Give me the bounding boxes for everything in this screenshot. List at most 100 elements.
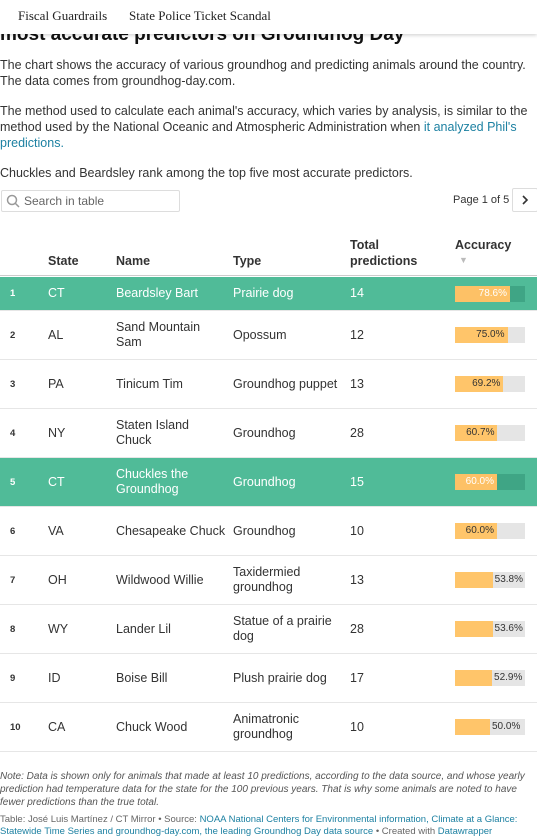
table-row: 8 WY Lander Lil Statue of a prairie dog 28 53…: [0, 605, 537, 654]
cell-name: Beardsley Bart: [116, 286, 198, 300]
cell-name: Chuck Wood: [116, 719, 188, 734]
accuracy-label: 78.6%: [478, 287, 508, 299]
accuracy-label: 60.0%: [465, 525, 494, 536]
cell-name: Tinicum Tim: [116, 376, 183, 391]
cell-rank: 9: [10, 672, 16, 684]
cell-state: WY: [48, 621, 69, 636]
cell-rank: 1: [10, 288, 16, 299]
cell-total: 28: [350, 425, 364, 440]
method-text: The method used to calculate each animal…: [0, 104, 528, 134]
accuracy-label: 69.2%: [472, 378, 501, 389]
bar-track: 50.0%: [455, 719, 525, 735]
accuracy-label: 53.6%: [494, 623, 523, 634]
cell-type: Groundhog puppet: [233, 376, 338, 391]
bar-track: 52.9%: [455, 670, 525, 686]
next-icon: [522, 195, 529, 205]
accuracy-bar: [455, 327, 508, 343]
cell-total: 15: [350, 474, 364, 489]
cell-rank: 7: [10, 574, 16, 586]
cell-state: PA: [48, 376, 64, 391]
accuracy-label: 60.7%: [466, 427, 495, 438]
column-header[interactable]: Accuracy: [455, 238, 512, 252]
cell-total: 10: [350, 719, 364, 734]
bar-track: 53.6%: [455, 621, 525, 637]
sort-icon: ▼: [459, 255, 468, 265]
cell-name: Chuckles the Groundhog: [116, 467, 189, 496]
search-box[interactable]: Search in table: [1, 190, 180, 212]
accuracy-bar: [455, 572, 493, 588]
bar-track: 60.0%: [455, 523, 525, 539]
accuracy-bar: [455, 474, 497, 490]
nav-link[interactable]: Fiscal Guardrails: [18, 8, 108, 23]
cell-total: 10: [350, 523, 364, 538]
cell-name: Staten Island Chuck: [116, 418, 189, 447]
table-row: 1 CT Beardsley Bart Prairie dog 14 78.6%: [0, 277, 537, 311]
cell-type: Animatronic groundhog: [233, 712, 299, 741]
cell-type: Groundhog: [233, 523, 296, 538]
table-row: 9 ID Boise Bill Plush prairie dog 17 52.9%: [0, 654, 537, 703]
method-link[interactable]: it analyzed Phil's predictions.: [0, 120, 517, 150]
accuracy-bar: [455, 376, 504, 392]
next-button[interactable]: [512, 188, 537, 212]
cell-total: 17: [350, 670, 364, 685]
table-row: 3 PA Tinicum Tim Groundhog puppet 13 69.2%: [0, 360, 537, 409]
cell-rank: 2: [10, 329, 16, 341]
cell-type: Groundhog: [233, 474, 296, 489]
bar-track: 60.0%: [455, 474, 525, 490]
table-row: 10 CA Chuck Wood Animatronic groundhog 10 50.…: [0, 703, 537, 752]
cell-state: VA: [48, 523, 64, 538]
table-row: 7 OH Wildwood Willie Taxidermied groundhog 1…: [0, 556, 537, 605]
cell-type: Statue of a prairie dog: [233, 614, 332, 643]
accuracy-bar: [455, 523, 497, 539]
bar-track: 60.7%: [455, 425, 525, 441]
table-row: 6 VA Chesapeake Chuck Groundhog 10 60.0%: [0, 507, 537, 556]
accuracy-bar: [455, 621, 493, 637]
cell-total: 28: [350, 621, 364, 636]
column-header[interactable]: State: [48, 254, 79, 268]
top-nav: Fiscal Guardrails State Police Ticket Sc…: [0, 0, 537, 34]
accuracy-bar: [455, 670, 493, 686]
table-row: 4 NY Staten Island Chuck Groundhog 28 60.7%: [0, 409, 537, 458]
cell-state: NY: [48, 425, 66, 440]
cell-state: CT: [48, 474, 65, 489]
cell-type: Opossum: [233, 327, 287, 342]
cell-name: Sand Mountain Sam: [116, 320, 201, 349]
column-header[interactable]: Total predictions: [350, 238, 418, 268]
table-row: 2 AL Sand Mountain Sam Opossum 12 75.0%: [0, 311, 537, 360]
cell-total: 13: [350, 376, 364, 391]
cell-total: 14: [350, 286, 364, 300]
credit-text: Table: José Luis Martínez / CT Mirror • …: [0, 814, 200, 825]
pagination: Page 1 of 5: [453, 194, 510, 206]
bar-track: 78.6%: [455, 285, 525, 302]
table-row: 5 CT Chuckles the Groundhog Groundhog 15 60.0…: [0, 458, 537, 507]
accuracy-bar: [455, 719, 490, 735]
column-header[interactable]: Type: [233, 254, 262, 268]
cell-rank: 8: [10, 623, 16, 635]
credit: Table: José Luis Martínez / CT Mirror • …: [0, 814, 537, 838]
bar-track: 53.8%: [455, 572, 525, 588]
column-header[interactable]: Name: [116, 254, 151, 268]
cell-type: Groundhog: [233, 425, 296, 440]
accuracy-bar: [455, 285, 511, 302]
nav-link[interactable]: State Police Ticket Scandal: [129, 8, 271, 23]
cell-state: ID: [48, 670, 61, 685]
table-header: State Name Type Total predictions Accura…: [0, 236, 537, 276]
accuracy-label: 75.0%: [476, 329, 505, 340]
accuracy-label: 60.0%: [465, 476, 494, 487]
accuracy-label: 52.9%: [494, 672, 523, 683]
intro: The chart shows the accuracy of various …: [0, 58, 526, 88]
cell-rank: 4: [10, 427, 16, 439]
bar-track: 75.0%: [455, 327, 525, 343]
cell-total: 13: [350, 572, 364, 587]
accuracy-bar: [455, 425, 498, 441]
cell-state: OH: [48, 572, 67, 587]
cell-type: Prairie dog: [233, 286, 294, 300]
note: Note: Data is shown only for animals tha…: [0, 771, 525, 808]
cell-name: Lander Lil: [116, 621, 171, 636]
cell-rank: 10: [10, 721, 21, 733]
cell-state: CA: [48, 719, 66, 734]
cell-name: Boise Bill: [116, 670, 168, 685]
cell-state: AL: [48, 327, 64, 342]
cell-name: Chesapeake Chuck: [116, 523, 226, 538]
